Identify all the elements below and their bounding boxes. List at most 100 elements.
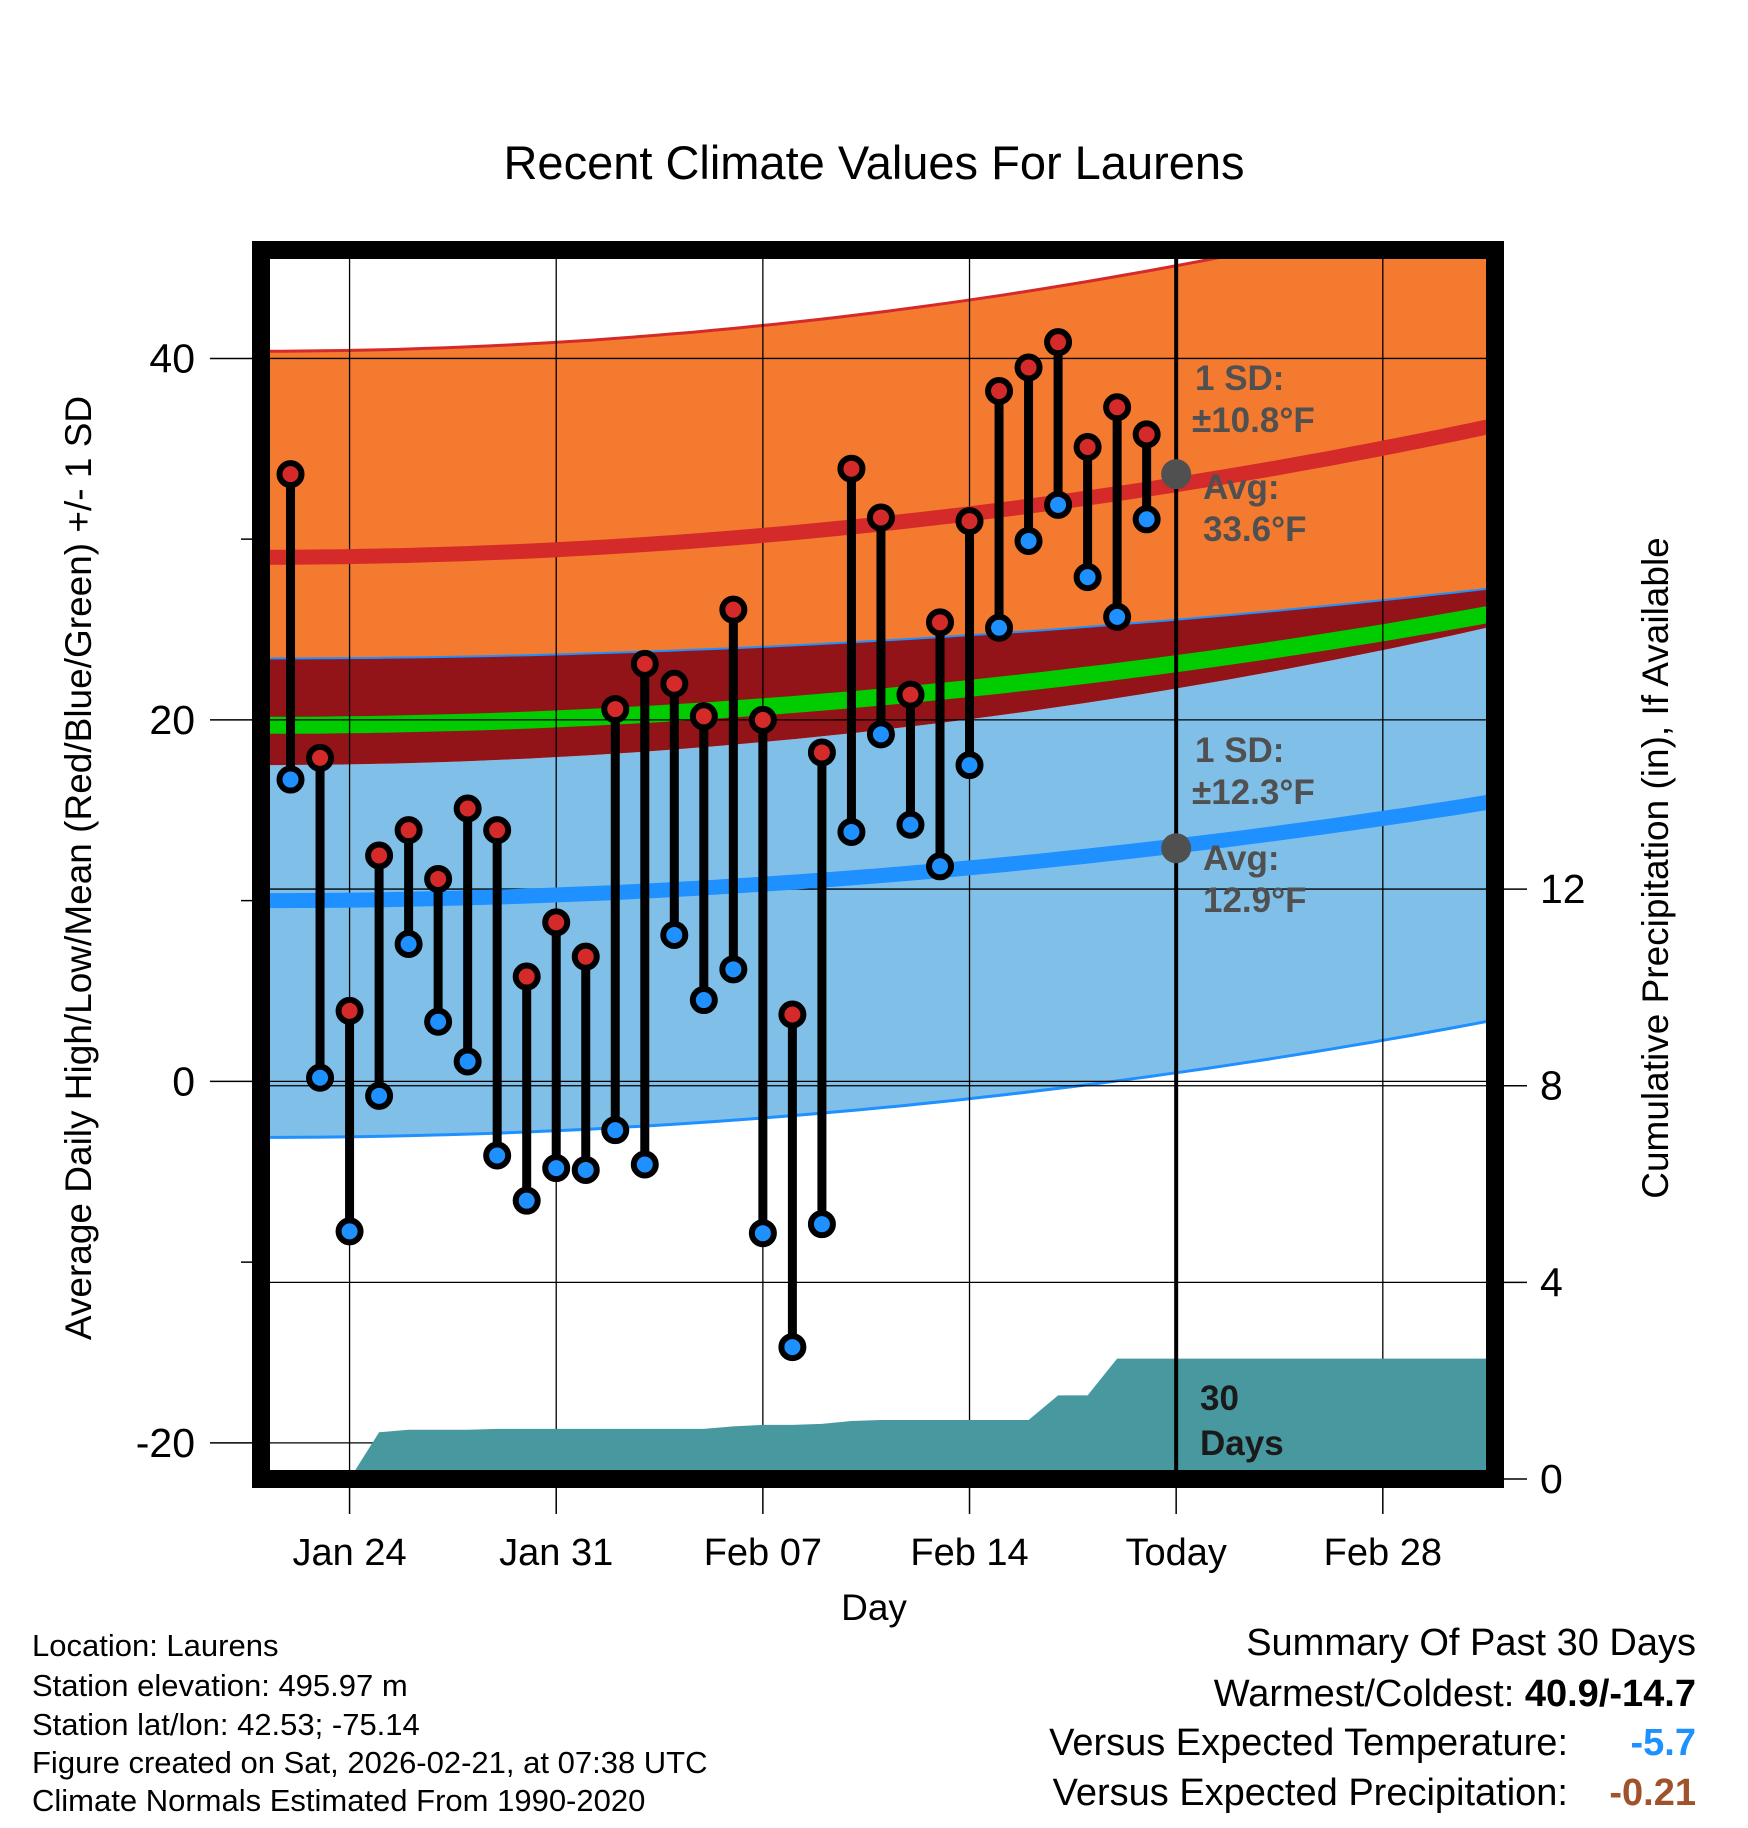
precip-days-label-number: 30 [1200, 1379, 1239, 1418]
daily-high-dot [719, 595, 748, 624]
daily-high-dot [837, 454, 866, 483]
y-axis-left-label: Average Daily High/Low/Mean (Red/Blue/Gr… [58, 396, 99, 1340]
chart-title: Recent Climate Values For Laurens [503, 136, 1244, 189]
temp-anomaly-value: -5.7 [1630, 1722, 1696, 1764]
latlon-text: Station lat/lon: 42.53; -75.14 [32, 1707, 420, 1742]
daily-low-dot [660, 920, 689, 949]
daily-low-dot [1014, 526, 1043, 555]
daily-low-dot [955, 751, 984, 780]
high-upper-edge [261, 250, 1265, 353]
daily-high-dot [306, 743, 335, 772]
daily-low-dot [512, 1186, 541, 1215]
y-left-tick-label: 0 [172, 1058, 195, 1104]
x-tick-label: Feb 14 [910, 1532, 1028, 1574]
plot-frame [252, 241, 1504, 1488]
elevation-text: Station elevation: 495.97 m [32, 1668, 408, 1703]
y-right-tick-label: 8 [1540, 1063, 1563, 1109]
daily-low-dot [896, 810, 925, 839]
precipitation-area [261, 1358, 1495, 1479]
daily-low-dot [424, 1007, 453, 1036]
today-high-avg-marker [1161, 459, 1192, 490]
daily-high-dot [483, 816, 512, 845]
axes: -20 0 20 40 0 4 8 12 Jan 24 Jan 31 Feb 07 Feb 14 Tod… [136, 335, 1586, 1574]
daily-low-dot [866, 720, 895, 749]
today-low-avg-marker [1161, 833, 1192, 864]
daily-low-dot [394, 930, 423, 959]
x-tick-label: Today [1125, 1532, 1226, 1574]
y-left-tick-label: 20 [149, 697, 195, 743]
warmest-coldest-label: Warmest/Coldest: [1213, 1673, 1515, 1715]
daily-low-dot [542, 1154, 571, 1183]
daily-low-dot [601, 1116, 630, 1145]
precip-anomaly-value: -0.21 [1609, 1772, 1696, 1814]
daily-high-dot [748, 705, 777, 734]
daily-low-dot [276, 765, 305, 794]
normals-text: Climate Normals Estimated From 1990-2020 [32, 1783, 646, 1818]
plot-area [261, 250, 1495, 1479]
y-right-tick-label: 12 [1540, 866, 1586, 912]
warmest-coldest-row: Warmest/Coldest: 40.9/-14.7 [1214, 1673, 1696, 1716]
low-lower-edge [261, 1018, 1495, 1139]
daily-low-dot [571, 1155, 600, 1184]
normal-annotations: 1 SD: ±10.8°F Avg: 33.6°F 1 SD: ±12.3°F … [1192, 359, 1315, 1463]
y-right-tick-label: 4 [1540, 1259, 1563, 1305]
daily-high-dot [778, 1000, 807, 1029]
daily-high-dot [1014, 353, 1043, 382]
daily-range-stems [286, 342, 1152, 1348]
summary-heading: Summary Of Past 30 Days [1246, 1622, 1696, 1664]
high-sd-label: 1 SD: [1195, 359, 1284, 398]
daily-high-dot [424, 864, 453, 893]
daily-high-dot [335, 996, 364, 1025]
cumulative-precip-area [261, 1358, 1495, 1479]
x-tick-label: Jan 31 [499, 1532, 613, 1574]
daily-high-dot [660, 669, 689, 698]
daily-high-dot [1132, 420, 1161, 449]
high-sd-value: ±10.8°F [1192, 401, 1315, 440]
daily-low-dot [335, 1217, 364, 1246]
daily-low-dot [306, 1063, 335, 1092]
daily-low-dot [1103, 602, 1132, 631]
daily-high-dot [925, 608, 954, 637]
x-axis-label: Day [841, 1587, 907, 1628]
daily-low-dot [483, 1141, 512, 1170]
daily-low-dot [1132, 505, 1161, 534]
daily-low-dot [985, 613, 1014, 642]
daily-low-dot [630, 1150, 659, 1179]
daily-high-dot [276, 460, 305, 489]
daily-low-dot [748, 1219, 777, 1248]
daily-low-dot [1044, 490, 1073, 519]
daily-high-dot [689, 702, 718, 731]
daily-low-dot [778, 1333, 807, 1362]
low-avg-value: 12.9°F [1203, 881, 1307, 920]
daily-high-dot [630, 649, 659, 678]
low-sd-value: ±12.3°F [1192, 773, 1315, 812]
high-avg-label: Avg: [1203, 468, 1279, 507]
high-avg-value: 33.6°F [1203, 510, 1307, 549]
daily-low-dot [807, 1210, 836, 1239]
low-sd-label: 1 SD: [1195, 731, 1284, 770]
x-tick-label: Jan 24 [293, 1532, 407, 1574]
daily-low-dot [689, 986, 718, 1015]
temp-anomaly-label: Versus Expected Temperature: [1049, 1722, 1568, 1764]
y-left-tick-label: -20 [136, 1420, 195, 1466]
daily-low-dot [719, 955, 748, 984]
daily-high-dot [453, 794, 482, 823]
daily-high-dot [365, 841, 394, 870]
daily-high-dot [1073, 433, 1102, 462]
daily-high-dot [955, 507, 984, 536]
daily-dots [276, 328, 1192, 1362]
x-tick-label: Feb 07 [704, 1532, 822, 1574]
daily-low-dot [1073, 563, 1102, 592]
daily-high-dot [542, 908, 571, 937]
daily-high-dot [985, 376, 1014, 405]
y-axis-right-label: Cumulative Precipitation (in), If Availa… [1635, 537, 1676, 1199]
y-right-tick-label: 0 [1540, 1456, 1563, 1502]
daily-low-dot [837, 817, 866, 846]
daily-high-dot [896, 680, 925, 709]
daily-low-dot [365, 1081, 394, 1110]
daily-high-dot [512, 962, 541, 991]
daily-high-dot [1044, 328, 1073, 357]
daily-high-dot [601, 695, 630, 724]
daily-high-dot [866, 503, 895, 532]
